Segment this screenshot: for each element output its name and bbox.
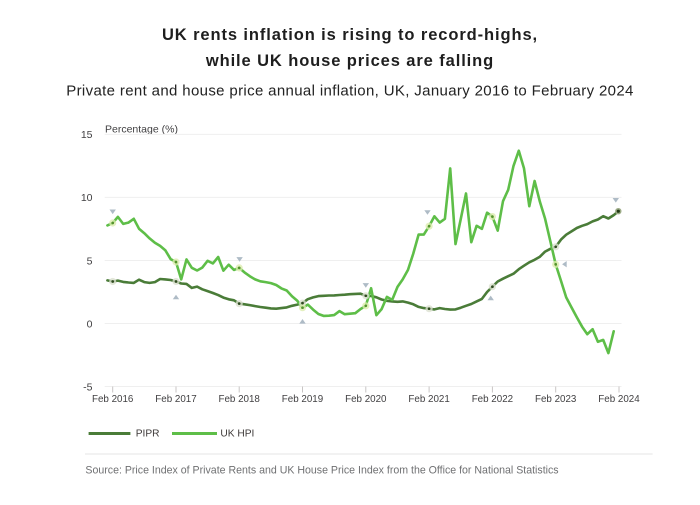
svg-text:Private rent and house price a: Private rent and house price annual infl… <box>66 83 634 100</box>
svg-text:Feb 2021: Feb 2021 <box>408 394 449 405</box>
svg-text:Feb 2019: Feb 2019 <box>282 394 323 405</box>
svg-text:UK rents inflation is rising t: UK rents inflation is rising to record-h… <box>162 26 538 44</box>
svg-text:Source: Price Index of Private: Source: Price Index of Private Rents and… <box>85 464 558 476</box>
svg-text:0: 0 <box>87 318 93 330</box>
svg-text:Percentage (%): Percentage (%) <box>105 124 178 136</box>
svg-text:while UK house prices are fall: while UK house prices are falling <box>205 52 494 70</box>
svg-text:15: 15 <box>81 129 93 141</box>
svg-text:Feb 2017: Feb 2017 <box>155 394 196 405</box>
svg-text:Feb 2023: Feb 2023 <box>535 394 577 405</box>
svg-text:Feb 2016: Feb 2016 <box>92 394 134 405</box>
svg-text:UK HPI: UK HPI <box>220 429 254 440</box>
svg-text:Feb 2018: Feb 2018 <box>218 394 260 405</box>
svg-text:Feb 2020: Feb 2020 <box>345 394 387 405</box>
svg-text:PIPR: PIPR <box>136 429 160 440</box>
svg-text:-5: -5 <box>83 381 92 393</box>
svg-text:5: 5 <box>87 255 93 267</box>
svg-text:Feb 2022: Feb 2022 <box>472 394 513 405</box>
svg-text:10: 10 <box>81 192 93 204</box>
svg-text:Feb 2024: Feb 2024 <box>598 394 640 405</box>
